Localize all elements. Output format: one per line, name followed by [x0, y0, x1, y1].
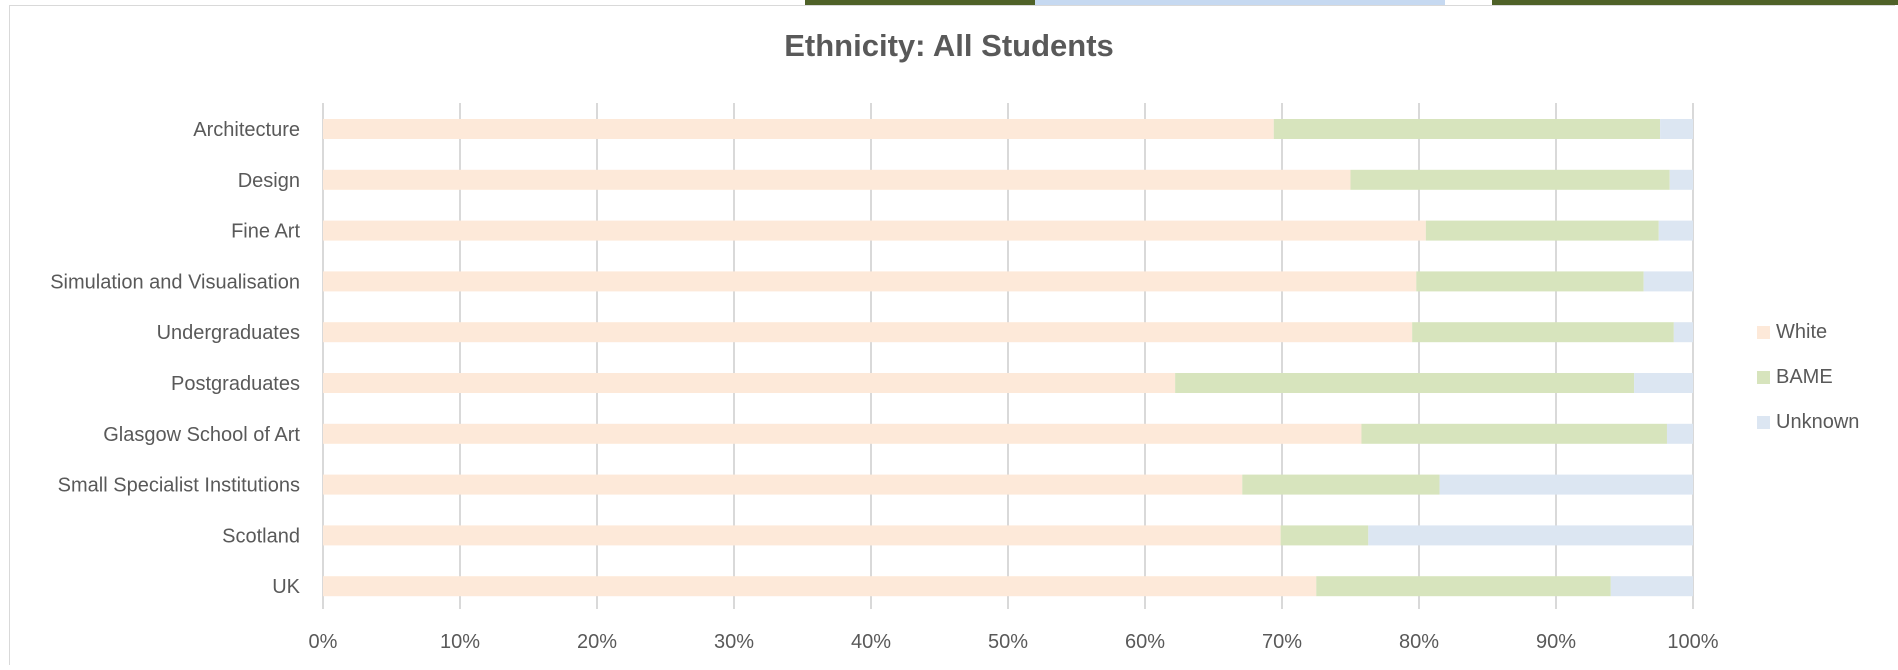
- bar-white: [323, 373, 1176, 393]
- bar-unknown: [1673, 322, 1693, 343]
- bar-unknown: [1666, 423, 1693, 444]
- bar-unknown: [1643, 271, 1693, 292]
- bar-bame: [1361, 423, 1667, 444]
- x-tick-label: 70%: [1262, 631, 1302, 653]
- category-label: UK: [272, 576, 300, 598]
- bar-white: [323, 220, 1426, 241]
- legend-label: Unknown: [1776, 411, 1860, 433]
- legend-item-white: White: [1757, 310, 1859, 355]
- x-tick-label: 100%: [1667, 631, 1718, 653]
- bar-unknown: [1658, 220, 1693, 241]
- category-label: Design: [238, 170, 300, 192]
- category-label: Small Specialist Institutions: [58, 475, 300, 497]
- legend-label: BAME: [1776, 366, 1833, 388]
- category-label: Undergraduates: [157, 322, 300, 344]
- bar-white: [323, 271, 1417, 292]
- category-label: Architecture: [193, 119, 300, 141]
- bar-unknown: [1368, 525, 1693, 546]
- chart-title: Ethnicity: All Students: [784, 28, 1114, 63]
- top-decoration-left: [805, 0, 1035, 5]
- bar-unknown: [1634, 373, 1693, 393]
- x-tick-label: 20%: [577, 631, 617, 653]
- category-label: Simulation and Visualisation: [50, 271, 300, 293]
- legend-item-bame: BAME: [1757, 355, 1859, 400]
- category-label: Postgraduates: [171, 373, 300, 395]
- bar-bame: [1350, 169, 1670, 190]
- bar-unknown: [1669, 169, 1693, 190]
- bar-white: [323, 576, 1317, 597]
- x-tick-label: 90%: [1536, 631, 1576, 653]
- legend-label: White: [1776, 321, 1828, 343]
- bar-white: [323, 423, 1362, 444]
- legend-swatch: [1757, 326, 1770, 339]
- x-tick-label: 80%: [1399, 631, 1439, 653]
- bar-unknown: [1610, 576, 1693, 597]
- x-tick-label: 30%: [714, 631, 754, 653]
- category-label: Glasgow School of Art: [103, 424, 300, 446]
- x-tick-label: 50%: [988, 631, 1028, 653]
- top-decoration-middle: [1035, 0, 1445, 5]
- category-label: Scotland: [222, 525, 300, 547]
- bar-bame: [1280, 525, 1369, 546]
- bar-white: [323, 322, 1413, 343]
- x-tick-label: 40%: [851, 631, 891, 653]
- legend-swatch: [1757, 416, 1770, 429]
- bar-bame: [1242, 474, 1440, 495]
- bar-bame: [1416, 271, 1644, 292]
- bar-bame: [1175, 373, 1635, 393]
- x-tick-label: 10%: [440, 631, 480, 653]
- bar-bame: [1412, 322, 1674, 343]
- x-tick-label: 60%: [1125, 631, 1165, 653]
- bar-bame: [1273, 119, 1661, 139]
- bar-white: [323, 525, 1281, 546]
- bar-bame: [1316, 576, 1611, 597]
- bar-white: [323, 119, 1274, 139]
- category-label: Fine Art: [231, 221, 300, 243]
- bar-unknown: [1439, 474, 1693, 495]
- legend-item-unknown: Unknown: [1757, 400, 1859, 445]
- x-tick-label: 0%: [309, 631, 338, 653]
- top-decoration-right: [1492, 0, 1898, 5]
- bar-white: [323, 169, 1351, 190]
- chart-legend: White BAME Unknown: [1757, 310, 1859, 445]
- legend-swatch: [1757, 371, 1770, 384]
- bar-white: [323, 474, 1243, 495]
- bar-unknown: [1660, 119, 1693, 139]
- bar-bame: [1425, 220, 1659, 241]
